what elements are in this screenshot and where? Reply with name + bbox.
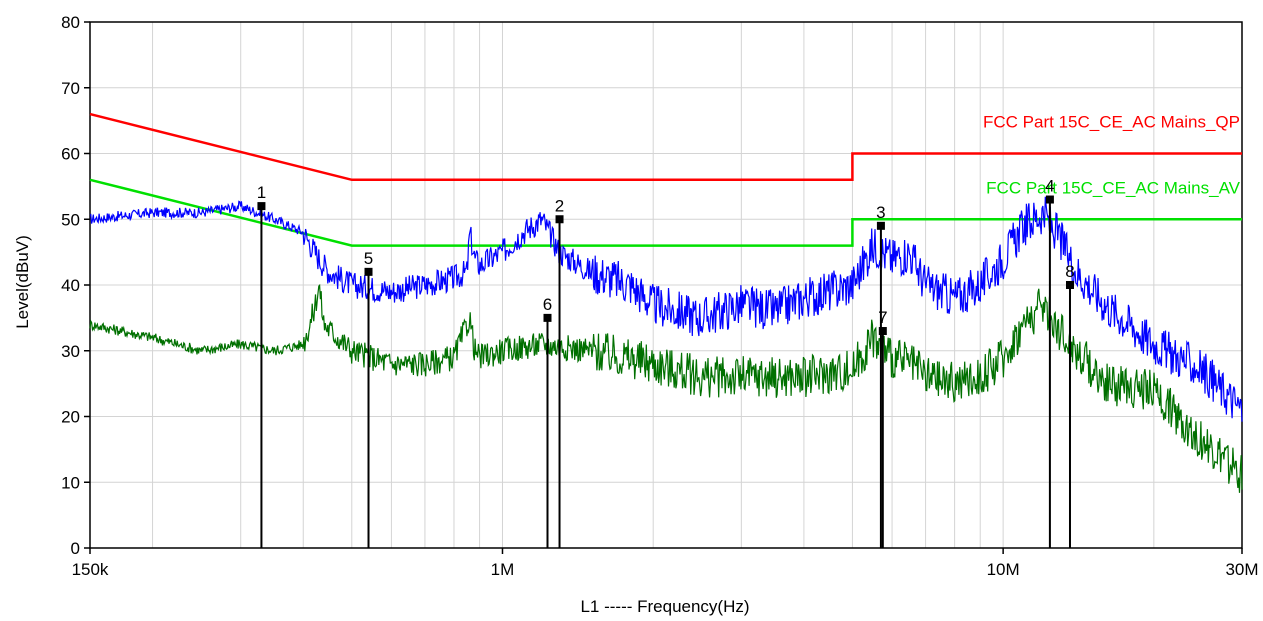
y-tick-label: 10 <box>61 473 80 492</box>
marker-label: 1 <box>257 183 266 202</box>
x-axis-label: L1 ----- Frequency(Hz) <box>580 597 749 616</box>
limit-label: FCC Part 15C_CE_AC Mains_QP <box>983 113 1240 132</box>
y-tick-label: 50 <box>61 210 80 229</box>
marker-label: 5 <box>364 249 373 268</box>
markers: 1 2 3 4 5 6 7 8 <box>257 177 1075 548</box>
marker-label: 3 <box>876 203 885 222</box>
marker-label: 7 <box>878 308 887 327</box>
x-tick-label: 150k <box>72 560 109 579</box>
y-tick-label: 80 <box>61 13 80 32</box>
y-axis-label: Level(dBuV) <box>13 235 32 329</box>
y-tick-label: 30 <box>61 342 80 361</box>
limit-line <box>89 178 1242 247</box>
marker-label: 4 <box>1045 177 1054 196</box>
limit-label: FCC Part 15C_CE_AC Mains_AV <box>986 178 1240 197</box>
y-axis-ticks: 0 10 20 30 40 50 60 70 80 <box>61 13 90 558</box>
y-tick-label: 40 <box>61 276 80 295</box>
limit-line <box>89 112 1242 182</box>
marker-label: 6 <box>543 295 552 314</box>
x-tick-label: 1M <box>491 560 515 579</box>
marker-dot <box>876 221 885 230</box>
marker-dot <box>364 267 373 276</box>
marker-dot <box>878 327 887 336</box>
marker-dot <box>1045 195 1054 204</box>
marker-dot <box>543 313 552 322</box>
y-tick-label: 70 <box>61 79 80 98</box>
marker-dot <box>257 202 266 211</box>
x-tick-label: 30M <box>1225 560 1258 579</box>
y-tick-label: 20 <box>61 408 80 427</box>
y-tick-label: 0 <box>71 539 80 558</box>
x-axis-ticks: 150k 1M 10M 30M <box>72 548 1259 579</box>
limit-lines: FCC Part 15C_CE_AC Mains_QP FCC Part 15C_… <box>89 112 1242 247</box>
x-tick-label: 10M <box>987 560 1020 579</box>
marker-label: 2 <box>555 196 564 215</box>
marker-label: 8 <box>1065 262 1074 281</box>
y-tick-label: 60 <box>61 145 80 164</box>
marker-dot <box>1065 281 1074 289</box>
marker-dot <box>555 215 564 224</box>
